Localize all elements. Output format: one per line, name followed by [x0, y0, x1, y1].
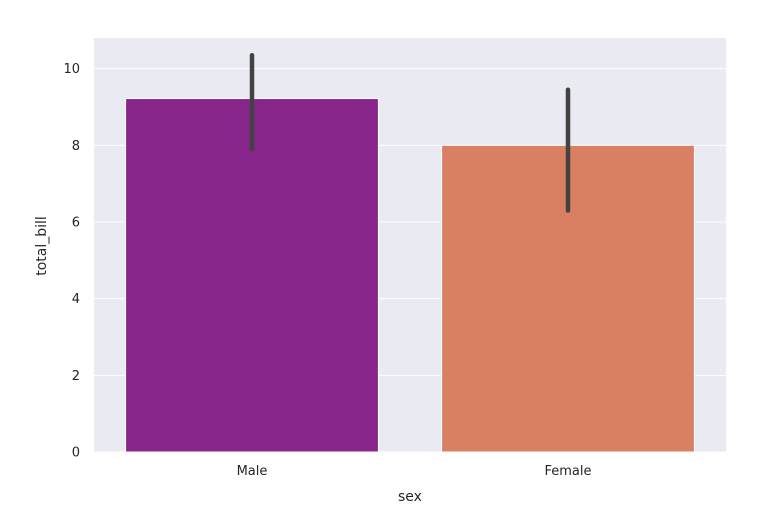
y-tick-label: 8	[72, 139, 80, 154]
y-axis-ticks: 0 2 4 6 8 10	[63, 62, 80, 460]
x-axis-label: sex	[398, 489, 422, 505]
y-tick-label: 4	[72, 292, 80, 307]
x-axis-ticks: Male Female	[237, 464, 592, 479]
error-bars	[249, 53, 571, 213]
x-tick-label: Male	[237, 464, 268, 479]
x-tick-label: Female	[544, 464, 591, 479]
y-tick-label: 6	[72, 216, 80, 231]
bar-male	[125, 98, 379, 453]
bars	[125, 98, 695, 453]
y-tick-label: 2	[72, 369, 80, 384]
y-axis-label: total_bill	[34, 216, 50, 276]
y-tick-label: 0	[72, 446, 80, 461]
y-tick-label: 10	[63, 62, 80, 77]
